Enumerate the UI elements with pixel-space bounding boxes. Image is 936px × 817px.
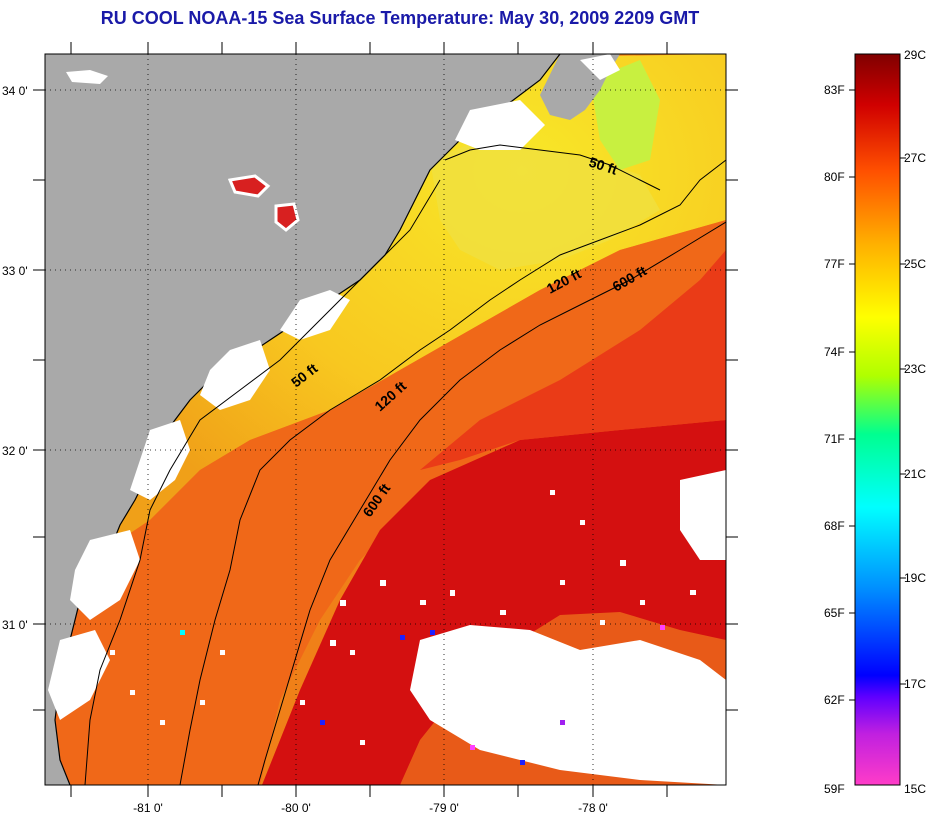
lat-label-33: 33 0' [2, 264, 28, 278]
inland-lake [66, 70, 108, 84]
lon-label-81: -81 0' [133, 801, 163, 815]
colorbar-f-label: 62F [824, 693, 845, 707]
cloud-bank-southeast [410, 625, 726, 785]
colorbar-f-label: 59F [824, 782, 845, 796]
inland-lake [274, 202, 300, 232]
colorbar-c-label: 19C [904, 571, 926, 585]
colorbar-ticks [849, 89, 906, 701]
colorbar-c-label: 17C [904, 677, 926, 691]
cloud-patch [48, 630, 110, 720]
colorbar-gradient [854, 53, 901, 786]
lon-label-78: -78 0' [578, 801, 608, 815]
axis-ticks [33, 42, 738, 797]
colorbar-f-label: 77F [824, 257, 845, 271]
cloud-patch [455, 100, 545, 150]
contour-600ft [257, 221, 726, 785]
colorbar-f-label: 71F [824, 432, 845, 446]
lat-label-32: 32 0' [2, 444, 28, 458]
colorbar-f-label: 83F [824, 83, 845, 97]
inland-lake [227, 174, 271, 198]
colorbar: 83F 80F 77F 74F 71F 68F 65F 62F 59F 29C … [824, 48, 926, 796]
colorbar-f-label: 68F [824, 519, 845, 533]
map-frame [44, 53, 727, 786]
cloud-patch [280, 290, 350, 340]
colorbar-f-label: 74F [824, 345, 845, 359]
pixel-noise [110, 490, 725, 765]
land-mass [45, 54, 560, 785]
lon-label-80: -80 0' [281, 801, 311, 815]
colorbar-f-label: 65F [824, 606, 845, 620]
colorbar-c-label: 21C [904, 467, 926, 481]
cloud-patch [200, 340, 270, 410]
coastal-cool-water [430, 140, 660, 270]
lat-label-34: 34 0' [2, 84, 28, 98]
cloud-patch [70, 530, 140, 620]
cloud-patch [580, 54, 620, 80]
cloud-patch [130, 420, 190, 500]
contour-50ft-north [444, 144, 661, 191]
colorbar-c-label: 23C [904, 362, 926, 376]
lat-label-31: 31 0' [2, 618, 28, 632]
map-area [45, 54, 726, 785]
colorbar-f-label: 80F [824, 170, 845, 184]
map-title: RU COOL NOAA-15 Sea Surface Temperature:… [100, 8, 700, 28]
midshelf-water [45, 220, 726, 785]
contour-120ft [179, 159, 726, 785]
graticule [45, 54, 726, 785]
sound-water [590, 60, 660, 170]
cloud-patch [680, 470, 726, 560]
colorbar-c-label: 27C [904, 151, 926, 165]
colorbar-c-label: 29C [904, 48, 926, 62]
lon-label-79: -79 0' [429, 801, 459, 815]
colorbar-c-label: 15C [904, 782, 926, 796]
gulf-stream-edge [420, 250, 726, 470]
colorbar-c-label: 25C [904, 257, 926, 271]
